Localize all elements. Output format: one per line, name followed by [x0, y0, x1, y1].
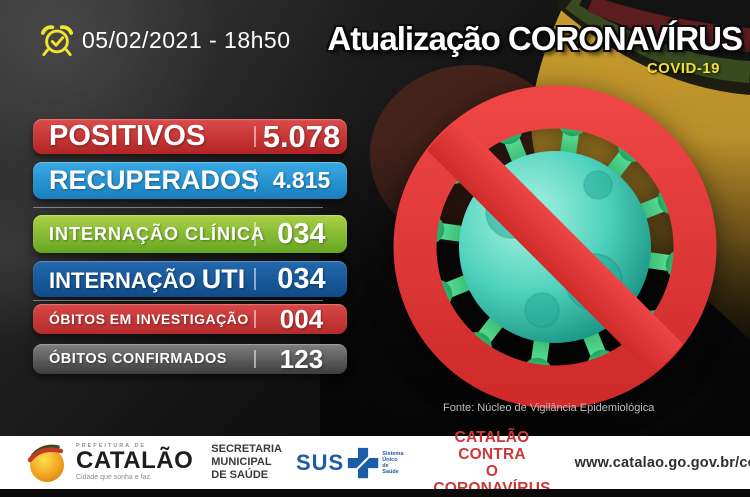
group-separator: [33, 207, 323, 208]
city-slogan: Cidade que sonha e faz.: [76, 474, 152, 482]
stat-label: POSITIVOS: [49, 120, 206, 152]
covid19-subtitle: COVID-19: [646, 60, 720, 77]
footer-bar: PREFEITURA DE CATALÃO Cidade que sonha e…: [0, 429, 750, 497]
alarm-clock-icon: [40, 25, 74, 57]
stat-divider: [254, 222, 256, 246]
stat-divider: [254, 309, 256, 329]
group-separator: [33, 300, 323, 301]
stat-value: 004: [279, 303, 324, 334]
sus-cross-icon: [348, 447, 379, 478]
city-name: CATALÃO: [76, 447, 194, 475]
stat-divider: [254, 125, 256, 148]
stat-value: 123: [279, 343, 324, 374]
stat-label-main: INTERNAÇÃO: [49, 267, 196, 293]
stat-bar-obitos-investigacao: ÓBITOS EM INVESTIGAÇÃO 004: [33, 304, 347, 334]
sus-small-line: Sistema: [382, 450, 404, 457]
no-coronavirus-icon: [393, 85, 717, 409]
stat-bar-recuperados: RECUPERADOS 4.815: [33, 162, 347, 199]
stat-bar-obitos-confirmados: ÓBITOS CONFIRMADOS 123: [33, 344, 347, 374]
stat-label: RECUPERADOS: [49, 165, 260, 195]
date-row: 05/02/2021 - 18h50: [40, 24, 291, 57]
campaign-slogan: CATALÃO CONTRA O CORONAVÍRUS: [433, 429, 550, 497]
stat-label: ÓBITOS CONFIRMADOS: [49, 351, 227, 367]
secretaria-label: SECRETARIA MUNICIPAL DE SAÚDE: [211, 443, 282, 482]
catalao-logo: PREFEITURA DE CATALÃO Cidade que sonha e…: [26, 442, 193, 484]
source-note: Fonte: Núcleo de Vigilância Epidemiológi…: [443, 402, 655, 414]
sus-logo: SUS Sistema Único de Saúde: [296, 445, 405, 481]
prohibition-ring: [393, 85, 717, 409]
page-title: Atualização CORONAVÍRUS: [327, 20, 743, 58]
sus-small-line: de Saúde: [382, 462, 399, 475]
stat-value: 4.815: [272, 167, 331, 193]
stat-label: INTERNAÇÃO CLÍNICA: [49, 223, 265, 244]
campaign-line: CATALÃO CONTRA: [454, 428, 530, 463]
datetime-label: 05/02/2021 - 18h50: [82, 27, 291, 53]
stat-label-uti: UTI: [201, 263, 246, 294]
stat-value: 5.078: [262, 118, 341, 154]
stat-value: 034: [277, 217, 326, 250]
catalao-swirl-icon: [27, 444, 64, 482]
sus-label: SUS: [295, 449, 345, 475]
stat-divider: [254, 169, 256, 192]
footer-bottom-strip: [0, 489, 750, 497]
stat-divider: [254, 267, 256, 291]
stat-bar-internacao-uti: INTERNAÇÃO UTI 034: [33, 261, 347, 297]
secretaria-line: DE SAÚDE: [211, 469, 269, 481]
prefeitura-label: PREFEITURA DE: [76, 442, 147, 449]
title-word-coronavirus: CORONAVÍRUS: [507, 20, 743, 57]
stat-label: ÓBITOS EM INVESTIGAÇÃO: [49, 311, 249, 327]
sus-small-text: Sistema Único de Saúde: [382, 451, 405, 475]
stat-value: 034: [277, 262, 326, 295]
website-url: www.catalao.go.gov.br/coronavirus: [574, 454, 750, 471]
stat-bar-internacao-clinica: INTERNAÇÃO CLÍNICA 034: [33, 215, 347, 253]
stat-divider: [254, 349, 256, 369]
secretaria-line: SECRETARIA: [211, 443, 282, 455]
title-block: Atualização CORONAVÍRUS COVID-19: [327, 20, 743, 77]
stat-bar-positivos: POSITIVOS 5.078: [33, 119, 347, 154]
secretaria-line: MUNICIPAL: [211, 456, 272, 468]
sus-small-line: Único: [382, 456, 398, 463]
stat-label: INTERNAÇÃO UTI: [33, 264, 254, 295]
title-word-atualizacao: Atualização: [327, 20, 500, 57]
